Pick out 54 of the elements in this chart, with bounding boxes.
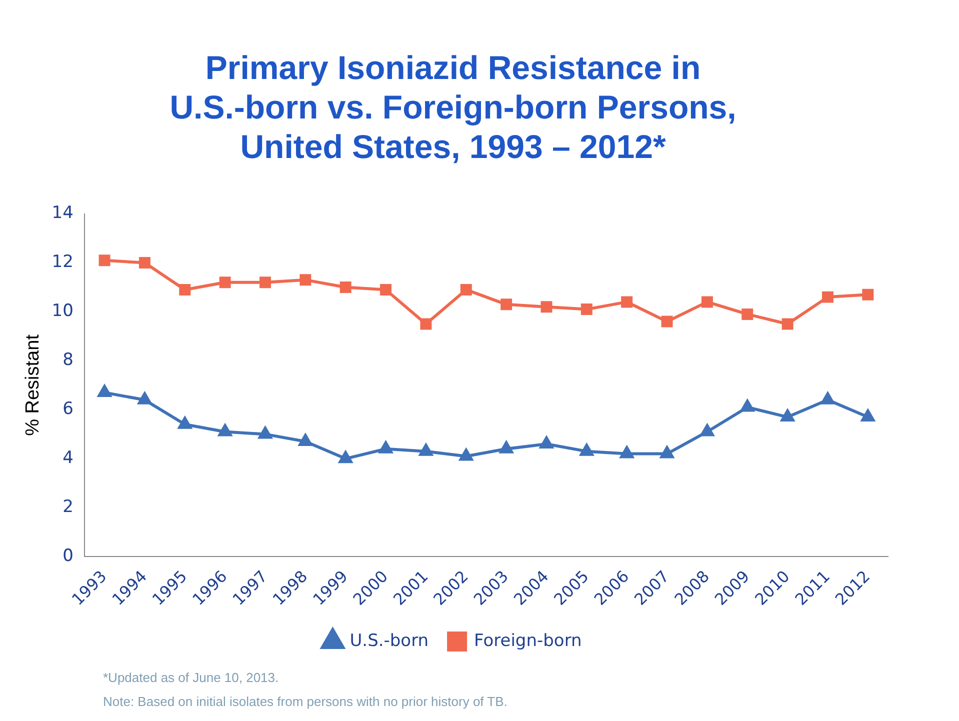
point <box>179 284 191 296</box>
point <box>862 288 874 300</box>
chart-title: Primary Isoniazid Resistance in U.S.-born vs. Foreign-born Persons, United States, 1993 – 2012* <box>170 48 736 166</box>
legend-label: Foreign-born <box>474 630 582 651</box>
point <box>742 308 754 320</box>
legend-label: U.S.-born <box>350 630 429 651</box>
point <box>580 304 592 316</box>
point <box>459 448 473 461</box>
point <box>861 410 875 422</box>
point <box>780 410 794 422</box>
point <box>500 298 512 310</box>
y-tick-label: 8 <box>62 350 74 370</box>
point <box>338 451 352 464</box>
point <box>380 284 392 296</box>
point <box>822 291 834 303</box>
point <box>138 392 152 404</box>
y-tick-label: 10 <box>52 301 74 322</box>
point <box>540 301 552 313</box>
point <box>379 441 392 454</box>
y-tick-label: 0 <box>62 546 74 566</box>
point <box>420 318 432 330</box>
point <box>218 424 232 436</box>
point <box>98 385 112 398</box>
point <box>621 296 633 308</box>
point <box>419 444 433 456</box>
point <box>701 296 713 308</box>
point <box>340 282 352 294</box>
point <box>460 284 472 296</box>
point <box>300 274 312 286</box>
point <box>700 424 714 436</box>
text: Note: Based on initial isolates from persons with no prior history of TB. <box>103 693 508 711</box>
text: *Updated as of June 10, 2013. <box>103 669 280 687</box>
point <box>540 436 554 448</box>
point <box>620 446 634 458</box>
point <box>661 316 673 328</box>
point <box>178 416 192 429</box>
point <box>500 441 513 454</box>
point <box>821 392 834 404</box>
point <box>98 254 110 266</box>
point <box>782 318 794 330</box>
y-tick-label: 4 <box>62 448 74 468</box>
point <box>259 276 271 288</box>
point <box>660 446 674 458</box>
y-axis-title: % Resistant <box>22 334 44 436</box>
point <box>580 444 594 456</box>
y-tick-label: 14 <box>52 203 74 224</box>
point <box>138 257 150 269</box>
y-tick-label: 2 <box>62 497 74 518</box>
point <box>258 426 272 439</box>
point <box>219 276 231 288</box>
y-tick-label: 6 <box>62 399 74 420</box>
point <box>298 434 312 446</box>
y-tick-label: 12 <box>52 252 74 272</box>
point <box>740 400 754 412</box>
